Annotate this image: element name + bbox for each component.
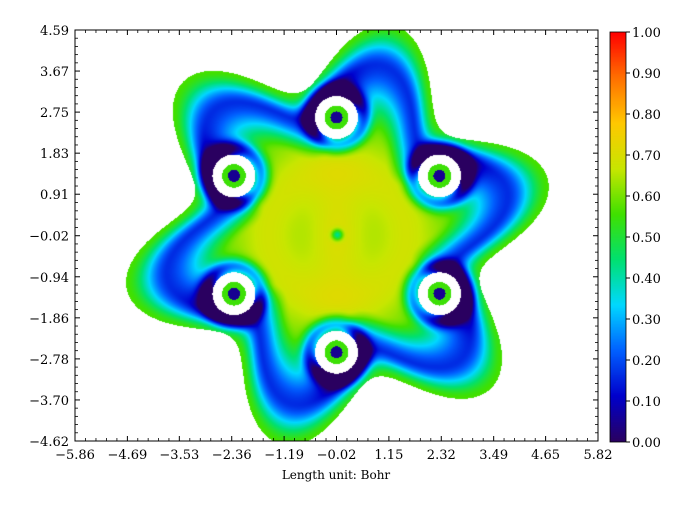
x-tick-label: −0.02	[317, 448, 357, 463]
colorbar-tick-label: 0.20	[632, 354, 661, 369]
y-tick-label: −0.94	[29, 271, 69, 286]
x-tick-label: −4.69	[107, 448, 147, 463]
y-tick-label: −4.62	[29, 435, 69, 450]
x-tick-label: 5.82	[584, 448, 613, 463]
heatmap-image	[75, 30, 598, 441]
colorbar-ticks: 1.00 0.90 0.80 0.70 0.60 0.50 0.40 0.30 0.20 0.10…	[626, 26, 661, 451]
x-tick-label: 4.65	[531, 448, 560, 463]
colorbar-tick-label: 0.70	[632, 149, 661, 164]
y-tick-label: 2.75	[40, 106, 69, 121]
x-axis-ticks: −5.86 −4.69 −3.53 −2.36 −1.19 −0.02 1.15 2.32 3.…	[55, 30, 612, 463]
x-tick-label: −1.19	[264, 448, 304, 463]
colorbar-tick-label: 0.00	[632, 436, 661, 451]
y-tick-label: 3.67	[40, 65, 69, 80]
y-tick-label: 0.91	[40, 188, 69, 203]
y-axis-ticks: 4.59 3.67 2.75 1.83 0.91 −0.02 −0.94 −1.86 −2.78…	[29, 24, 598, 450]
colorbar-tick-label: 0.50	[632, 231, 661, 246]
colorbar-tick-label: 1.00	[632, 26, 661, 41]
y-tick-label: 1.83	[40, 147, 69, 162]
y-tick-label: −1.86	[29, 312, 69, 327]
y-tick-label: −2.78	[29, 353, 69, 368]
colorbar-tick-label: 0.30	[632, 313, 661, 328]
colorbar-gradient	[610, 32, 626, 442]
colorbar-tick-label: 0.90	[632, 67, 661, 82]
colorbar-tick-label: 0.80	[632, 108, 661, 123]
colorbar-tick-label: 0.10	[632, 395, 661, 410]
x-axis-label: Length unit: Bohr	[282, 468, 391, 482]
x-tick-label: −3.53	[159, 448, 199, 463]
colorbar-tick-label: 0.40	[632, 272, 661, 287]
y-tick-label: −0.02	[29, 230, 69, 245]
x-tick-label: 2.32	[427, 448, 456, 463]
x-tick-label: −5.86	[55, 448, 95, 463]
x-tick-label: 3.49	[479, 448, 508, 463]
x-tick-label: 1.15	[374, 448, 403, 463]
colorbar-tick-label: 0.60	[632, 190, 661, 205]
y-tick-label: 4.59	[40, 24, 69, 39]
x-tick-label: −2.36	[212, 448, 252, 463]
y-tick-label: −3.70	[29, 394, 69, 409]
